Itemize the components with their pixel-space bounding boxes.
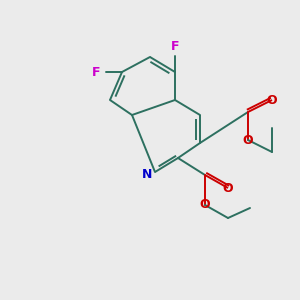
Text: O: O bbox=[243, 134, 253, 146]
Text: F: F bbox=[92, 65, 100, 79]
Text: N: N bbox=[142, 169, 152, 182]
Text: O: O bbox=[200, 199, 210, 212]
Text: O: O bbox=[223, 182, 233, 194]
Text: F: F bbox=[171, 40, 179, 52]
Text: O: O bbox=[267, 94, 277, 106]
